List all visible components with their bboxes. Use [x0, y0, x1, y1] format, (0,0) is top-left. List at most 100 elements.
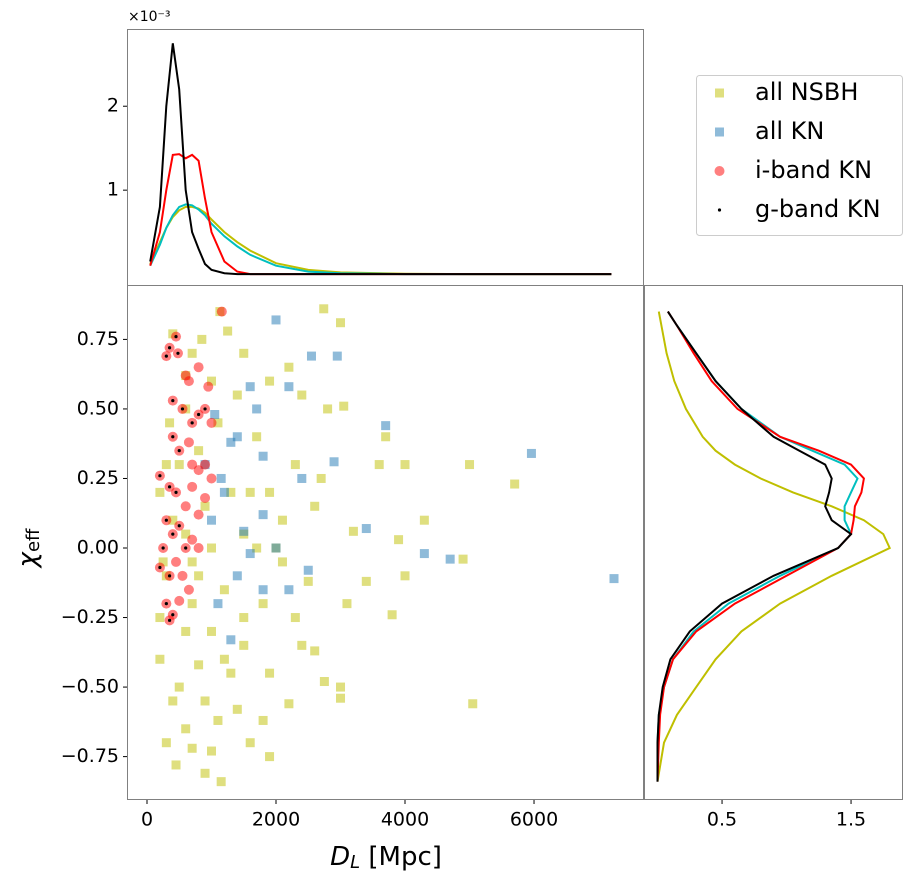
- right-panel-frame: [644, 285, 903, 800]
- square-marker: [381, 421, 391, 431]
- x-tick-label: 1.5: [836, 809, 866, 831]
- point-marker: [167, 618, 172, 622]
- point-marker: [184, 546, 188, 550]
- square-marker: [284, 382, 294, 392]
- square-marker: [297, 473, 307, 483]
- square-marker: [216, 473, 226, 483]
- square-marker: [200, 768, 210, 778]
- square-marker: [277, 515, 287, 525]
- point-marker: [164, 602, 168, 606]
- point-marker: [174, 490, 178, 494]
- point-marker: [176, 351, 180, 355]
- square-marker: [226, 437, 236, 447]
- square-marker: [361, 524, 371, 534]
- square-marker: [155, 613, 165, 623]
- y-axis-label: χeff: [13, 528, 45, 569]
- square-marker: [232, 704, 242, 714]
- square-marker: [207, 543, 217, 553]
- y-tick-label: −0.25: [61, 606, 119, 628]
- square-marker: [332, 351, 342, 361]
- square-marker: [245, 382, 255, 392]
- square-marker: [216, 777, 226, 787]
- circle-marker: [180, 501, 191, 512]
- square-marker: [197, 334, 207, 344]
- circle-marker: [216, 306, 227, 317]
- circle-marker: [183, 437, 194, 448]
- density-line: [656, 311, 859, 782]
- square-marker: [226, 635, 236, 645]
- x-axis-label: DL [Mpc]: [330, 842, 442, 874]
- square-marker: [265, 376, 275, 386]
- point-marker: [158, 474, 162, 478]
- circle-marker: [193, 543, 204, 554]
- density-line: [149, 203, 612, 276]
- square-marker: [181, 724, 191, 734]
- square-marker: [336, 682, 346, 692]
- square-marker: [239, 613, 249, 623]
- square-marker: [297, 390, 307, 400]
- density-line: [149, 205, 612, 276]
- square-marker: [323, 404, 333, 414]
- square-marker: [155, 654, 165, 664]
- square-marker: [239, 526, 249, 536]
- square-marker: [194, 446, 204, 456]
- square-marker: [400, 460, 410, 470]
- square-marker: [271, 315, 281, 325]
- legend-box: [696, 75, 903, 236]
- square-marker: [284, 585, 294, 595]
- square-marker: [329, 457, 339, 467]
- square-marker: [284, 362, 294, 372]
- y-tick-label: 0.25: [77, 467, 119, 489]
- legend-marker: [715, 127, 724, 137]
- square-marker: [445, 554, 455, 564]
- legend-label: all KN: [755, 117, 824, 145]
- square-marker: [319, 677, 329, 687]
- y-tick-label: 0.00: [77, 537, 119, 559]
- circle-marker: [193, 509, 204, 520]
- point-marker: [171, 613, 175, 617]
- square-marker: [265, 487, 275, 497]
- square-marker: [458, 554, 468, 564]
- square-marker: [258, 599, 268, 609]
- square-marker: [468, 699, 478, 709]
- square-marker: [394, 535, 404, 545]
- square-marker: [310, 646, 320, 656]
- square-marker: [174, 460, 184, 470]
- legend-marker: [715, 88, 724, 98]
- circle-marker: [183, 376, 194, 387]
- circle-marker: [183, 584, 194, 595]
- x-tick-label: 0: [141, 809, 153, 831]
- y-tick-label: 2: [107, 95, 119, 117]
- legend-label: all NSBH: [755, 78, 858, 106]
- point-marker: [180, 407, 185, 411]
- x-label-subscript: L: [350, 852, 360, 873]
- point-marker: [171, 435, 175, 439]
- square-marker: [210, 410, 220, 419]
- point-marker: [190, 421, 194, 425]
- x-tick-label: 0.5: [707, 809, 737, 831]
- square-marker: [232, 390, 242, 400]
- square-marker: [258, 451, 268, 461]
- square-marker: [310, 501, 320, 511]
- square-marker: [232, 571, 242, 581]
- square-marker: [165, 418, 175, 428]
- y-tick-label: −0.75: [61, 745, 119, 767]
- circle-marker: [187, 481, 198, 492]
- point-marker: [167, 485, 172, 489]
- square-marker: [510, 479, 520, 489]
- circle-marker: [206, 417, 217, 428]
- square-marker: [609, 574, 619, 584]
- circle-marker: [203, 381, 214, 392]
- square-marker: [168, 515, 178, 525]
- square-marker: [348, 526, 358, 536]
- square-marker: [271, 543, 281, 553]
- square-marker: [219, 585, 229, 595]
- point-marker: [196, 412, 201, 417]
- square-marker: [342, 599, 352, 609]
- square-marker: [245, 487, 255, 497]
- square-marker: [297, 640, 307, 650]
- square-marker: [319, 304, 329, 314]
- density-line: [656, 311, 853, 782]
- point-marker: [167, 346, 172, 350]
- density-line: [656, 311, 892, 782]
